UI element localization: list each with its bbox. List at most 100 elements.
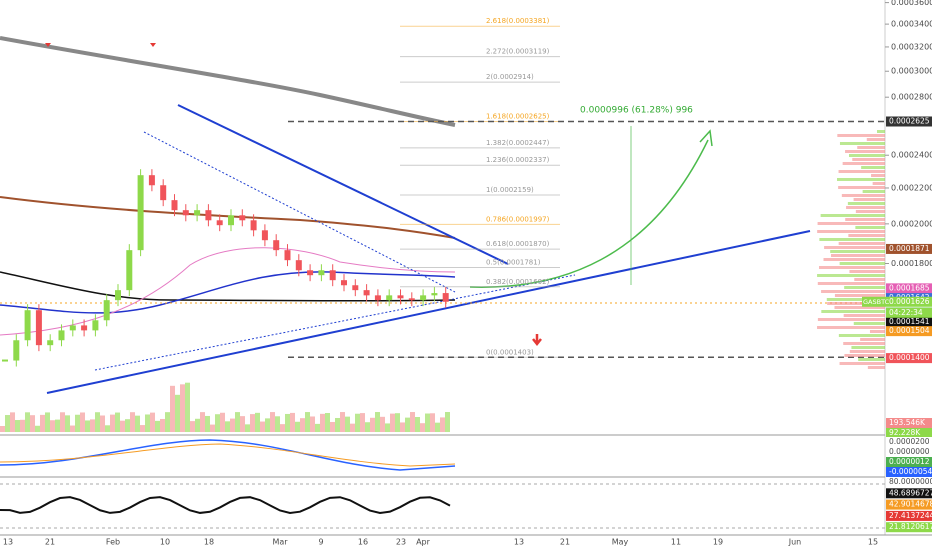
volume-bar bbox=[75, 414, 80, 432]
candle bbox=[408, 298, 415, 301]
volume-profile-bar bbox=[843, 314, 885, 317]
volume-bar bbox=[5, 415, 10, 432]
x-tick-label: Apr bbox=[416, 538, 431, 547]
fib-label: 0(0.0001403) bbox=[486, 348, 534, 356]
candle bbox=[386, 295, 393, 301]
candle bbox=[126, 250, 133, 291]
y-tick-label: 0.0002000 bbox=[891, 219, 932, 228]
volume-bar bbox=[350, 423, 355, 432]
x-tick-label: Mar bbox=[272, 538, 288, 547]
candle bbox=[374, 295, 381, 301]
fib-label: 2.618(0.0003381) bbox=[486, 17, 550, 25]
volume-bar bbox=[340, 412, 345, 432]
x-tick-label: 18 bbox=[204, 538, 214, 547]
volume-bar bbox=[0, 426, 5, 432]
volume-bar bbox=[50, 420, 55, 432]
volume-bar bbox=[160, 418, 165, 432]
price-badge-label: 0.0001871 bbox=[889, 244, 930, 253]
volume-profile-bar bbox=[821, 290, 885, 293]
volume-profile-bar bbox=[831, 254, 885, 257]
candle bbox=[2, 359, 8, 362]
volume-profile-bar bbox=[846, 206, 885, 209]
x-tick-label: 10 bbox=[160, 538, 170, 547]
volume-profile-bar bbox=[817, 274, 885, 277]
volume-bar bbox=[275, 416, 280, 432]
symbol-badge bbox=[862, 296, 886, 307]
volume-bar bbox=[190, 421, 195, 432]
candle bbox=[420, 295, 427, 301]
fib-label: 0.382(0.0001692) bbox=[486, 278, 550, 286]
fib-label: 1.382(0.0002447) bbox=[486, 139, 550, 147]
volume-profile-bar bbox=[823, 258, 885, 261]
volume-profile-bar bbox=[872, 182, 885, 185]
volume-profile-bar bbox=[866, 138, 885, 141]
volume-bar bbox=[20, 419, 25, 432]
price-badge bbox=[886, 467, 932, 477]
volume-bar bbox=[180, 384, 185, 432]
volume-bar bbox=[210, 424, 215, 432]
volume-profile-bar bbox=[817, 318, 885, 321]
signal-line bbox=[0, 443, 456, 467]
volume-bar bbox=[360, 413, 365, 432]
oscillator-line bbox=[0, 496, 451, 514]
volume-profile-bar bbox=[817, 282, 885, 285]
volume-profile-bar bbox=[848, 234, 885, 237]
volume-bar bbox=[300, 418, 305, 432]
volume-bar bbox=[225, 421, 230, 432]
price-badge bbox=[886, 499, 932, 510]
volume-bar bbox=[195, 418, 200, 432]
x-tick-label: 21 bbox=[560, 538, 570, 547]
candle bbox=[103, 300, 110, 321]
candle bbox=[81, 325, 88, 331]
volume-bar bbox=[230, 418, 235, 432]
volume-profile-bar bbox=[834, 306, 885, 309]
volume-bar bbox=[235, 412, 240, 432]
volume-profile-bar bbox=[841, 194, 885, 197]
volume-profile-bar bbox=[824, 246, 885, 249]
volume-bar bbox=[185, 382, 190, 432]
x-tick-label: 23 bbox=[396, 538, 406, 547]
candle bbox=[397, 295, 404, 299]
volume-bar bbox=[380, 416, 385, 432]
fib-label: 1.236(0.0002337) bbox=[486, 156, 550, 164]
x-tick-label: Jun bbox=[788, 538, 802, 547]
volume-bar bbox=[45, 412, 50, 432]
volume-bar bbox=[95, 412, 100, 432]
candle bbox=[137, 175, 144, 251]
volume-bar bbox=[55, 419, 60, 432]
countdown-badge bbox=[886, 307, 932, 318]
volume-bar bbox=[385, 423, 390, 432]
volume-bar bbox=[40, 414, 45, 432]
volume-profile-bar bbox=[820, 214, 885, 217]
volume-bar bbox=[120, 420, 125, 432]
volume-bar bbox=[270, 412, 275, 432]
volume-bar bbox=[325, 413, 330, 432]
candle bbox=[284, 250, 291, 261]
price-badge-label: 0.0002625 bbox=[889, 116, 930, 125]
volume-bar bbox=[10, 412, 15, 432]
price-badge bbox=[886, 510, 932, 521]
candle bbox=[239, 215, 246, 221]
volume-bar bbox=[425, 413, 430, 432]
volume-profile-bar bbox=[869, 330, 885, 333]
candle bbox=[442, 293, 449, 302]
price-badge bbox=[886, 243, 932, 254]
volume-profile-bar bbox=[857, 146, 885, 149]
trendline bbox=[177, 104, 509, 265]
symbol-label: GASBTC bbox=[863, 298, 890, 306]
volume-bar bbox=[60, 412, 65, 432]
price-badge-label: 80.0000000 bbox=[889, 477, 932, 486]
volume-profile-bar bbox=[867, 366, 885, 369]
volume-bar bbox=[245, 424, 250, 432]
candle bbox=[171, 200, 178, 211]
volume-profile-bar bbox=[849, 154, 885, 157]
volume-profile-bar bbox=[817, 230, 885, 233]
price-badge-label: 0.0000012 bbox=[889, 457, 930, 466]
volume-bar bbox=[175, 394, 180, 432]
y-tick-label: 0.0003400 bbox=[891, 20, 932, 29]
price-badge-label: 92.228K bbox=[889, 428, 921, 437]
price-badge bbox=[886, 316, 932, 327]
measure-annotation: 0.0000996 (61.28%) 996 bbox=[580, 106, 693, 116]
countdown-label: 04:22:34 bbox=[889, 308, 923, 317]
candle bbox=[295, 260, 302, 271]
